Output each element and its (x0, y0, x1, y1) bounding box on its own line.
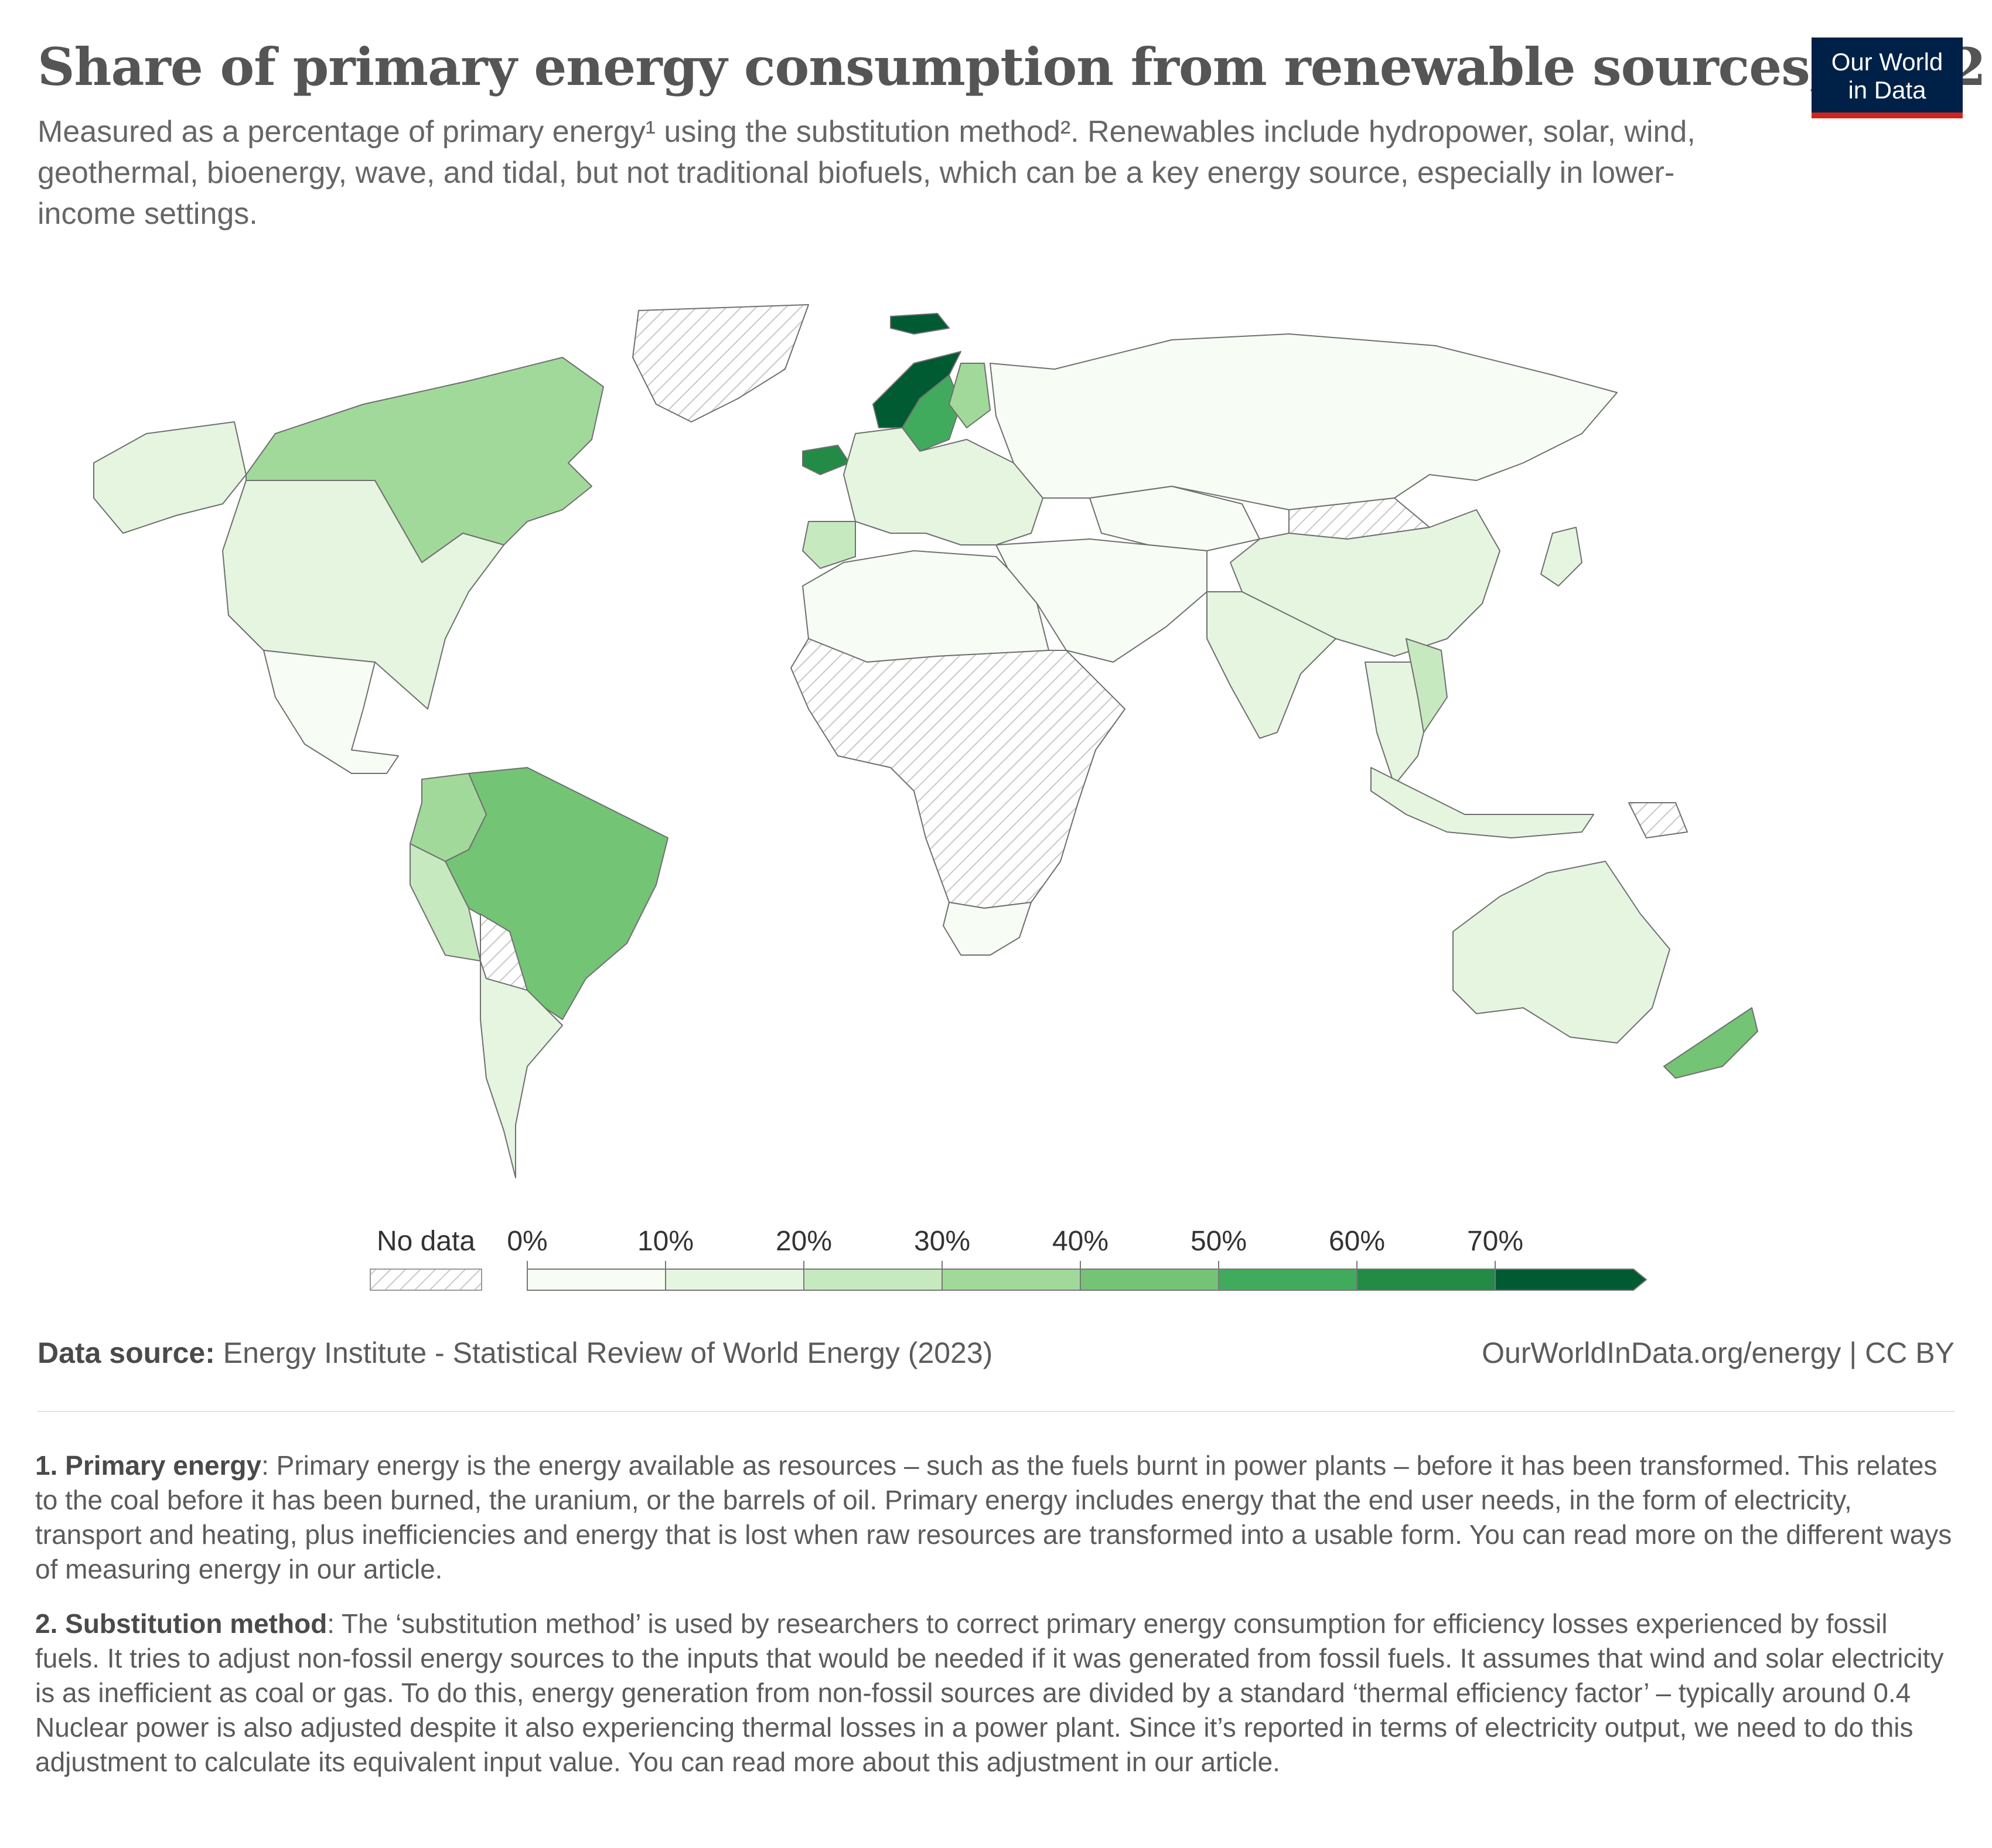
country-vietnam[interactable] (1406, 638, 1448, 733)
country-south-africa[interactable] (943, 902, 1032, 956)
country-alaska[interactable] (93, 421, 247, 534)
legend-bin-swatch[interactable] (665, 1269, 804, 1291)
legend-bin-swatch[interactable] (803, 1269, 943, 1291)
legend-bin-swatch[interactable] (1080, 1269, 1219, 1291)
data-source: Data source: Energy Institute - Statisti… (37, 1336, 992, 1370)
country-spain-portugal[interactable] (802, 521, 856, 569)
legend-bin-swatch[interactable] (1218, 1269, 1357, 1291)
logo-line-2: in Data (1848, 76, 1926, 104)
logo-line-1: Our World (1831, 48, 1943, 76)
country-greenland[interactable] (632, 304, 809, 422)
chart-subtitle: Measured as a percentage of primary ener… (37, 115, 1696, 231)
map-legend: No data 0% 10% 20% 30% 40% 50% 60% 70% (370, 1226, 1648, 1291)
country-bolivia[interactable] (480, 913, 528, 991)
country-argentina[interactable] (480, 960, 563, 1178)
legend-tick-label: 10% (637, 1226, 694, 1257)
owid-logo[interactable]: Our World in Data (1812, 37, 1963, 118)
footnote-1-label: 1. Primary energy (35, 1450, 262, 1481)
legend-bin-swatch[interactable] (1495, 1269, 1648, 1291)
legend-bin-swatch[interactable] (527, 1269, 666, 1291)
country-new-zealand[interactable] (1663, 1007, 1758, 1079)
country-india[interactable] (1206, 591, 1336, 739)
country-colombia[interactable] (410, 773, 487, 862)
country-japan[interactable] (1540, 527, 1582, 587)
world-map: No data 0% 10% 20% 30% 40% 50% 60% 70% (93, 304, 1758, 1291)
country-svalbard[interactable] (890, 313, 950, 335)
country-russia[interactable] (990, 333, 1618, 510)
footnotes: 1. Primary energy: Primary energy is the… (35, 1448, 1957, 1799)
legend-no-data-label: No data (377, 1226, 475, 1257)
legend-bin-swatch[interactable] (942, 1269, 1081, 1291)
footnote-substitution-method: 2. Substitution method: The ‘substitutio… (35, 1607, 1957, 1779)
footnote-2-text: : The ‘substitution method’ is used by r… (35, 1608, 1944, 1777)
legend-tick-label: 60% (1329, 1226, 1385, 1257)
legend-tick-label: 40% (1052, 1226, 1108, 1257)
footnote-2-label: 2. Substitution method (35, 1608, 328, 1639)
country-papua-new-guinea[interactable] (1628, 802, 1688, 838)
country-finland[interactable] (949, 363, 991, 428)
country-europe-rest-[interactable] (843, 427, 1043, 545)
legend-tick-label: 30% (914, 1226, 970, 1257)
data-source-text: Energy Institute - Statistical Review of… (223, 1336, 993, 1369)
chart-title: Share of primary energy consumption from… (37, 36, 1986, 97)
country-united-states[interactable] (222, 480, 504, 710)
legend-tick-label: 50% (1191, 1226, 1247, 1257)
country-mexico[interactable] (263, 650, 399, 774)
legend-tick-label: 20% (776, 1226, 832, 1257)
country-kazakhstan[interactable] (1089, 486, 1260, 551)
country-indonesia[interactable] (1370, 767, 1594, 838)
country-iceland[interactable] (802, 445, 850, 475)
footnote-primary-energy: 1. Primary energy: Primary energy is the… (35, 1448, 1957, 1587)
legend-tick-label: 70% (1467, 1226, 1523, 1257)
source-url[interactable]: OurWorldInData.org/energy | CC BY (1482, 1336, 1955, 1369)
divider (37, 1411, 1955, 1412)
legend-tick-label: 0% (507, 1226, 547, 1257)
country-africa-rest-[interactable] (790, 638, 1125, 909)
country-australia[interactable] (1452, 861, 1670, 1044)
footnote-1-text: : Primary energy is the energy available… (35, 1450, 1952, 1584)
legend-no-data-swatch[interactable] (370, 1269, 482, 1291)
legend-bin-swatch[interactable] (1356, 1269, 1496, 1291)
data-source-label: Data source: (37, 1336, 215, 1369)
